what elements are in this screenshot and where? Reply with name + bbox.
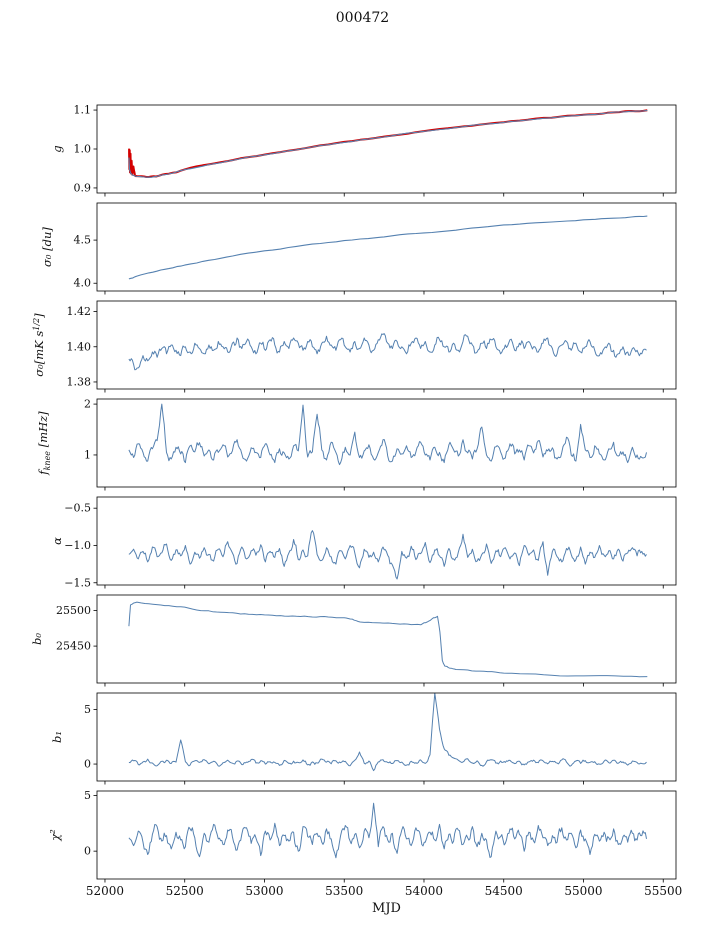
y-tick-label: 25450 [56,640,91,653]
y-axis-label-sigma0-mk: σ₀[mK s1/2] [32,313,46,377]
panel-b1: 0 5 b₁ [50,692,677,785]
y-tick-label: 1.40 [67,340,92,353]
panel-frame [96,104,677,194]
figure-title: 000472 [335,10,390,26]
y-tick-label: 0 [84,758,91,771]
y-tick-label: 4.0 [74,277,92,290]
x-tick-label: 52000 [86,884,124,898]
y-axis-label-alpha: α [50,537,64,545]
x-axis-label: MJD [372,901,401,916]
series-alpha [128,530,647,580]
y-tick-label: 2 [84,398,91,411]
series-sigma0-du [128,215,648,280]
panel-g: 0.9 1.0 1.1 g [50,104,677,197]
series-b0 [128,601,648,678]
series-gain-model-red [128,109,648,178]
y-tick-label: 1.38 [67,375,92,388]
x-tick-label: 53500 [325,884,363,898]
x-tick-label: 54000 [405,884,443,898]
series-b1 [128,693,647,772]
x-tick-label: 55000 [564,884,602,898]
y-tick-label: 1.0 [74,143,92,156]
y-axis-label-b0: b₀ [30,633,44,645]
y-axis-label-g: g [50,145,64,152]
y-tick-label: 1.1 [74,104,92,117]
panel-sigma0-du: 4.0 4.5 σ₀ [du] [40,202,677,295]
y-tick-label: −1.0 [64,539,91,552]
panel-frame [96,692,677,782]
y-tick-label: 0.9 [74,181,92,194]
x-tick-label: 55500 [644,884,682,898]
x-tick-label: 53000 [245,884,283,898]
y-tick-label: 4.5 [74,234,92,247]
panel-frame [96,496,677,586]
panel-alpha: −1.5 −1.0 −0.5 α [50,496,677,589]
y-axis-label-chi2: χ² [48,829,62,842]
panel-fknee: 1 2 fknee [mHz] [36,398,677,491]
y-tick-label: −0.5 [64,502,91,515]
y-axis-label-b1: b₁ [50,731,64,743]
panel-frame [96,790,677,880]
series-sigma0-mk [128,333,647,371]
panel-frame [96,202,677,292]
y-tick-label: 1 [84,448,91,461]
y-tick-label: 0 [84,845,91,858]
y-tick-label: 25500 [56,604,91,617]
y-axis-label-fknee: fknee [mHz] [36,411,52,476]
y-tick-label: 1.42 [67,305,92,318]
series-fknee [128,403,647,466]
panel-b0: 25450 25500 b₀ [30,594,677,687]
panel-chi2: 0 5 52000 52500 53000 53500 54000 54500 55000 555… [48,789,682,898]
y-tick-label: −1.5 [64,576,91,589]
panel-sigma0-mk: 1.38 1.40 1.42 σ₀[mK s1/2] [32,300,677,393]
y-tick-label: 5 [84,703,91,716]
series-gain-blue [128,109,648,178]
y-tick-label: 5 [84,789,91,802]
series-chi2 [128,802,647,859]
x-tick-label: 52500 [166,884,204,898]
panel-frame [96,594,677,684]
panel-frame [96,398,677,488]
panel-frame [96,300,677,390]
y-axis-label-sigma0-du: σ₀ [du] [40,227,54,267]
x-tick-label: 54500 [485,884,523,898]
